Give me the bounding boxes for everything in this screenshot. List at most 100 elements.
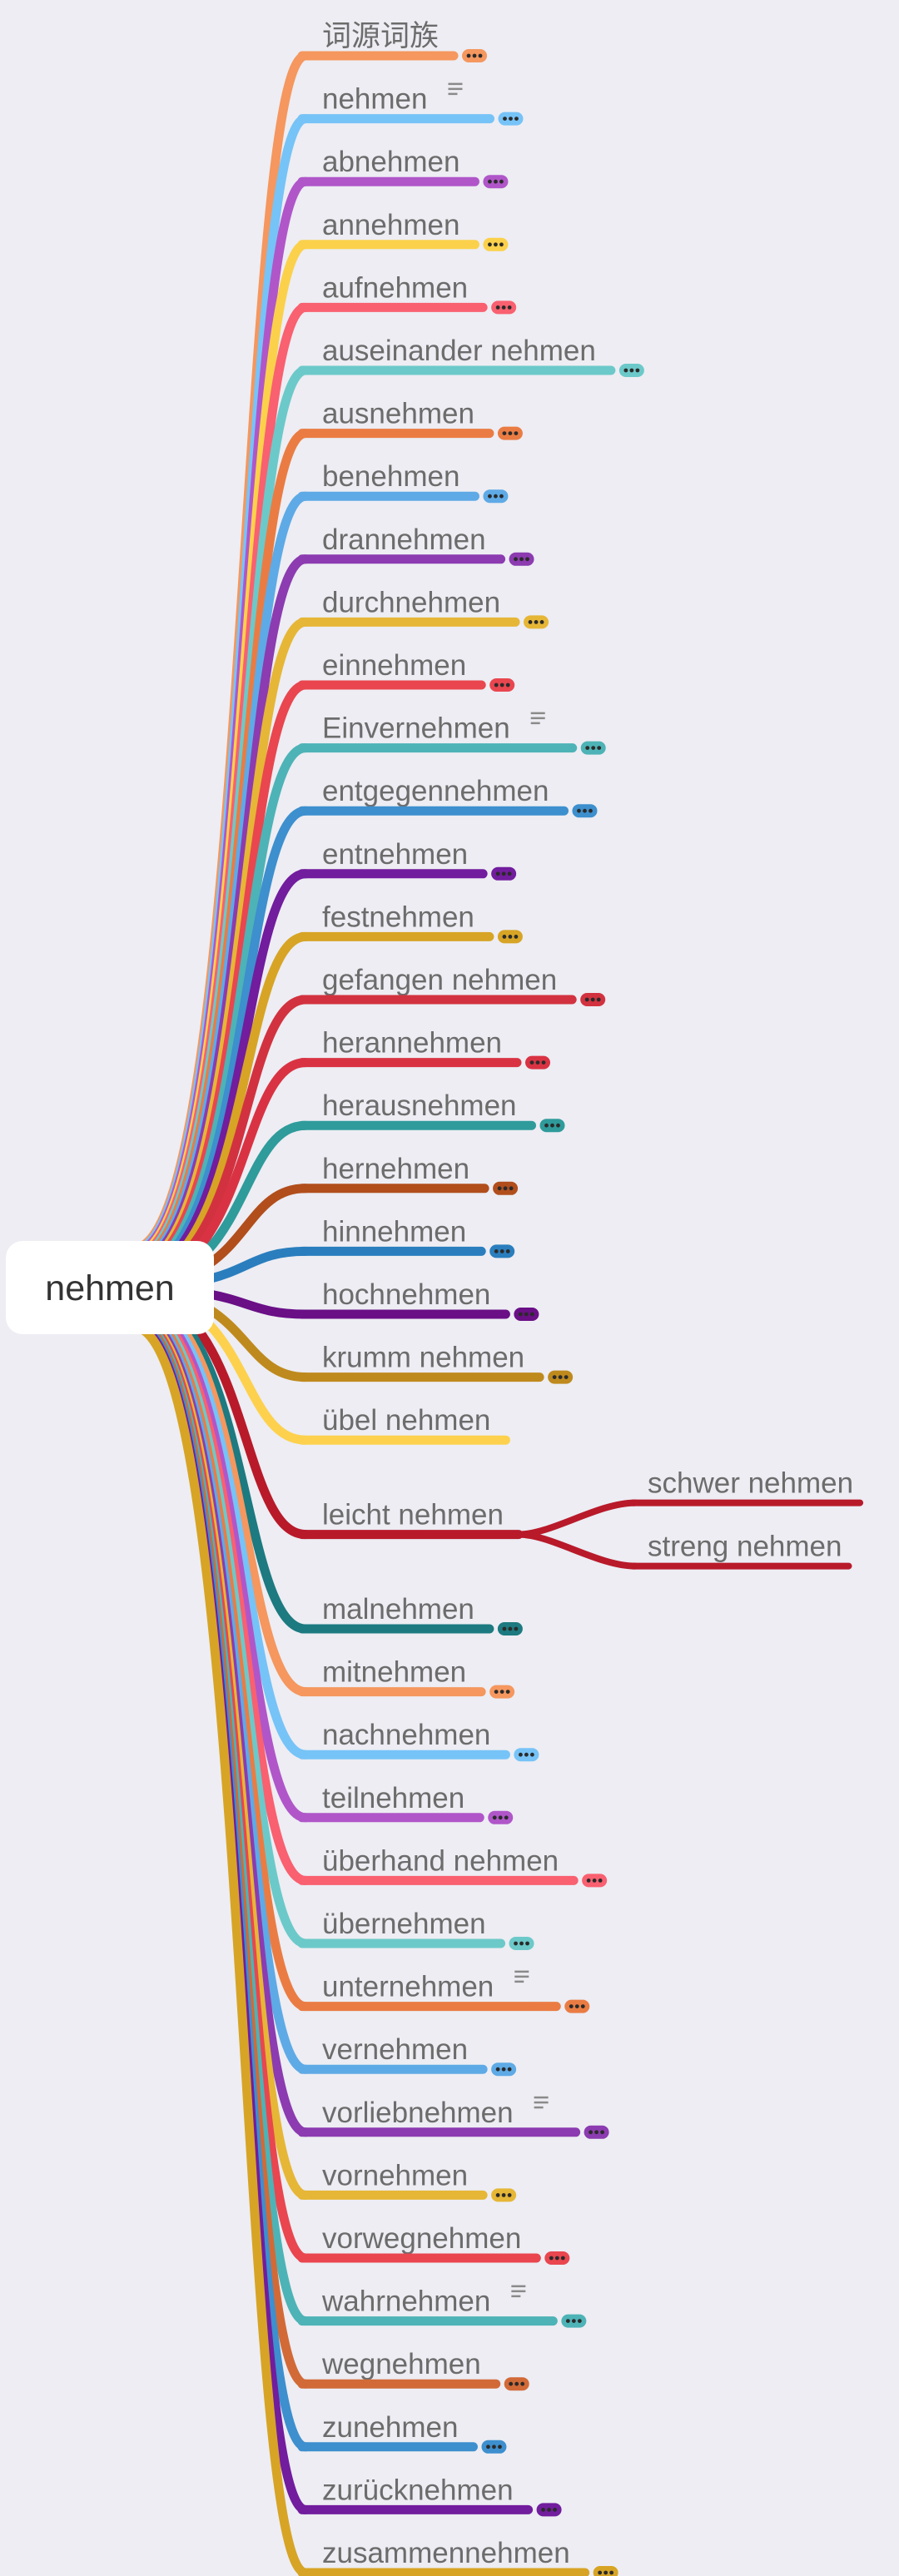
more-children-pill[interactable] <box>491 2062 517 2077</box>
more-children-pill[interactable] <box>536 2503 562 2517</box>
branch-node-durchnehmen[interactable]: durchnehmen <box>297 586 549 629</box>
branch-label[interactable]: zusammennehmen <box>322 2537 570 2569</box>
branch-node-herausnehmen[interactable]: herausnehmen <box>297 1089 565 1133</box>
more-children-pill[interactable] <box>524 615 549 629</box>
branch-label[interactable]: wahrnehmen <box>321 2286 490 2318</box>
branch-label[interactable]: krumm nehmen <box>322 1342 524 1374</box>
branch-label[interactable]: drannehmen <box>322 524 486 556</box>
note-icon[interactable] <box>530 712 545 725</box>
branch-label[interactable]: annehmen <box>322 209 459 241</box>
branch-node-词源词族[interactable]: 词源词族 <box>297 20 488 62</box>
branch-node-nachnehmen[interactable]: nachnehmen <box>297 1719 539 1762</box>
branch-node-drannehmen[interactable]: drannehmen <box>297 524 534 566</box>
branch-node-vernehmen[interactable]: vernehmen <box>297 2033 517 2077</box>
branch-label[interactable]: Einvernehmen <box>322 712 510 745</box>
branch-node-entgegennehmen[interactable]: entgegennehmen <box>297 775 598 818</box>
branch-label[interactable]: abnehmen <box>322 146 459 178</box>
more-children-pill[interactable] <box>584 2125 609 2139</box>
branch-node-zurücknehmen[interactable]: zurücknehmen <box>297 2474 562 2517</box>
more-children-pill[interactable] <box>489 678 515 692</box>
more-children-pill[interactable] <box>489 1244 515 1258</box>
branch-label[interactable]: einnehmen <box>322 649 466 682</box>
more-children-pill[interactable] <box>483 237 509 251</box>
branch-node-vornehmen[interactable]: vornehmen <box>297 2159 517 2202</box>
child-node-schwer-nehmen[interactable]: schwer nehmen <box>629 1467 864 1506</box>
branch-label[interactable]: übernehmen <box>322 1908 486 1940</box>
more-children-pill[interactable] <box>564 1999 590 2013</box>
more-children-pill[interactable] <box>514 1748 539 1762</box>
more-children-pill[interactable] <box>539 1119 565 1133</box>
more-children-pill[interactable] <box>618 364 644 377</box>
root-node-box[interactable] <box>6 1241 214 1334</box>
branch-node-aufnehmen[interactable]: aufnehmen <box>297 271 517 315</box>
more-children-pill[interactable] <box>493 1181 519 1195</box>
more-children-pill[interactable] <box>580 993 606 1006</box>
more-children-pill[interactable] <box>491 300 517 315</box>
branch-node-leicht-nehmen[interactable]: leicht nehmen <box>297 1499 524 1540</box>
branch-label[interactable]: auseinander nehmen <box>322 335 596 367</box>
more-children-pill[interactable] <box>491 2188 517 2202</box>
branch-node-entnehmen[interactable]: entnehmen <box>297 838 517 881</box>
branch-label[interactable]: nehmen <box>322 83 427 116</box>
note-icon[interactable] <box>448 82 463 96</box>
branch-node-vorliebnehmen[interactable]: vorliebnehmen <box>297 2096 609 2139</box>
branch-node-übel-nehmen[interactable]: übel nehmen <box>297 1404 510 1445</box>
branch-node-festnehmen[interactable]: festnehmen <box>297 901 523 944</box>
root-node[interactable]: nehmen <box>6 1241 214 1334</box>
child-label[interactable]: schwer nehmen <box>648 1467 853 1500</box>
more-children-pill[interactable] <box>497 426 523 440</box>
more-children-pill[interactable] <box>582 1874 608 1888</box>
branch-node-zunehmen[interactable]: zunehmen <box>297 2411 507 2454</box>
branch-node-unternehmen[interactable]: unternehmen <box>297 1970 590 2013</box>
branch-label[interactable]: benehmen <box>322 460 459 493</box>
branch-label[interactable]: gefangen nehmen <box>322 964 557 996</box>
branch-label[interactable]: teilnehmen <box>322 1782 464 1814</box>
branch-node-überhand-nehmen[interactable]: überhand nehmen <box>297 1844 608 1888</box>
branch-label[interactable]: unternehmen <box>322 1971 494 2003</box>
branch-node-einvernehmen[interactable]: Einvernehmen <box>297 712 606 755</box>
more-children-pill[interactable] <box>509 1937 534 1950</box>
more-children-pill[interactable] <box>489 1685 515 1699</box>
more-children-pill[interactable] <box>580 741 606 755</box>
more-children-pill[interactable] <box>593 2566 618 2576</box>
branch-node-übernehmen[interactable]: übernehmen <box>297 1908 534 1950</box>
more-children-pill[interactable] <box>481 2440 507 2454</box>
branch-node-hernehmen[interactable]: hernehmen <box>297 1153 519 1195</box>
branch-label[interactable]: aufnehmen <box>322 271 468 304</box>
branch-label[interactable]: zurücknehmen <box>322 2474 514 2506</box>
more-children-pill[interactable] <box>498 112 524 126</box>
branch-label[interactable]: ausnehmen <box>322 398 474 430</box>
more-children-pill[interactable] <box>514 1308 539 1321</box>
note-icon[interactable] <box>514 1970 529 1983</box>
more-children-pill[interactable] <box>561 2314 587 2328</box>
note-icon[interactable] <box>511 2285 526 2298</box>
branch-label[interactable]: hinnehmen <box>322 1215 466 1248</box>
branch-node-krumm-nehmen[interactable]: krumm nehmen <box>297 1342 574 1384</box>
more-children-pill[interactable] <box>483 175 509 189</box>
more-children-pill[interactable] <box>497 930 523 944</box>
more-children-pill[interactable] <box>548 1370 574 1384</box>
branch-label[interactable]: wegnehmen <box>321 2348 481 2380</box>
branch-label[interactable]: hochnehmen <box>322 1278 490 1311</box>
branch-node-ausnehmen[interactable]: ausnehmen <box>297 398 523 440</box>
branch-label[interactable]: entnehmen <box>322 838 468 871</box>
branch-label[interactable]: 词源词族 <box>322 20 439 52</box>
child-label[interactable]: streng nehmen <box>648 1531 842 1563</box>
more-children-pill[interactable] <box>488 1810 514 1824</box>
branch-label[interactable]: zunehmen <box>322 2411 458 2444</box>
branch-node-auseinander-nehmen[interactable]: auseinander nehmen <box>297 335 644 377</box>
branch-label[interactable]: nachnehmen <box>322 1719 490 1751</box>
branch-label[interactable]: malnehmen <box>322 1593 474 1626</box>
branch-node-teilnehmen[interactable]: teilnehmen <box>297 1782 514 1824</box>
branch-node-mitnehmen[interactable]: mitnehmen <box>297 1656 515 1699</box>
branch-node-wegnehmen[interactable]: wegnehmen <box>297 2348 529 2391</box>
branch-node-einnehmen[interactable]: einnehmen <box>297 649 515 692</box>
more-children-pill[interactable] <box>525 1055 550 1070</box>
more-children-pill[interactable] <box>491 866 517 881</box>
branch-node-hinnehmen[interactable]: hinnehmen <box>297 1215 515 1258</box>
branch-label[interactable]: mitnehmen <box>322 1656 466 1689</box>
branch-node-wahrnehmen[interactable]: wahrnehmen <box>297 2285 587 2328</box>
branch-label[interactable]: entgegennehmen <box>322 775 549 807</box>
root-node-label[interactable]: nehmen <box>45 1268 174 1308</box>
branch-node-abnehmen[interactable]: abnehmen <box>297 146 509 189</box>
